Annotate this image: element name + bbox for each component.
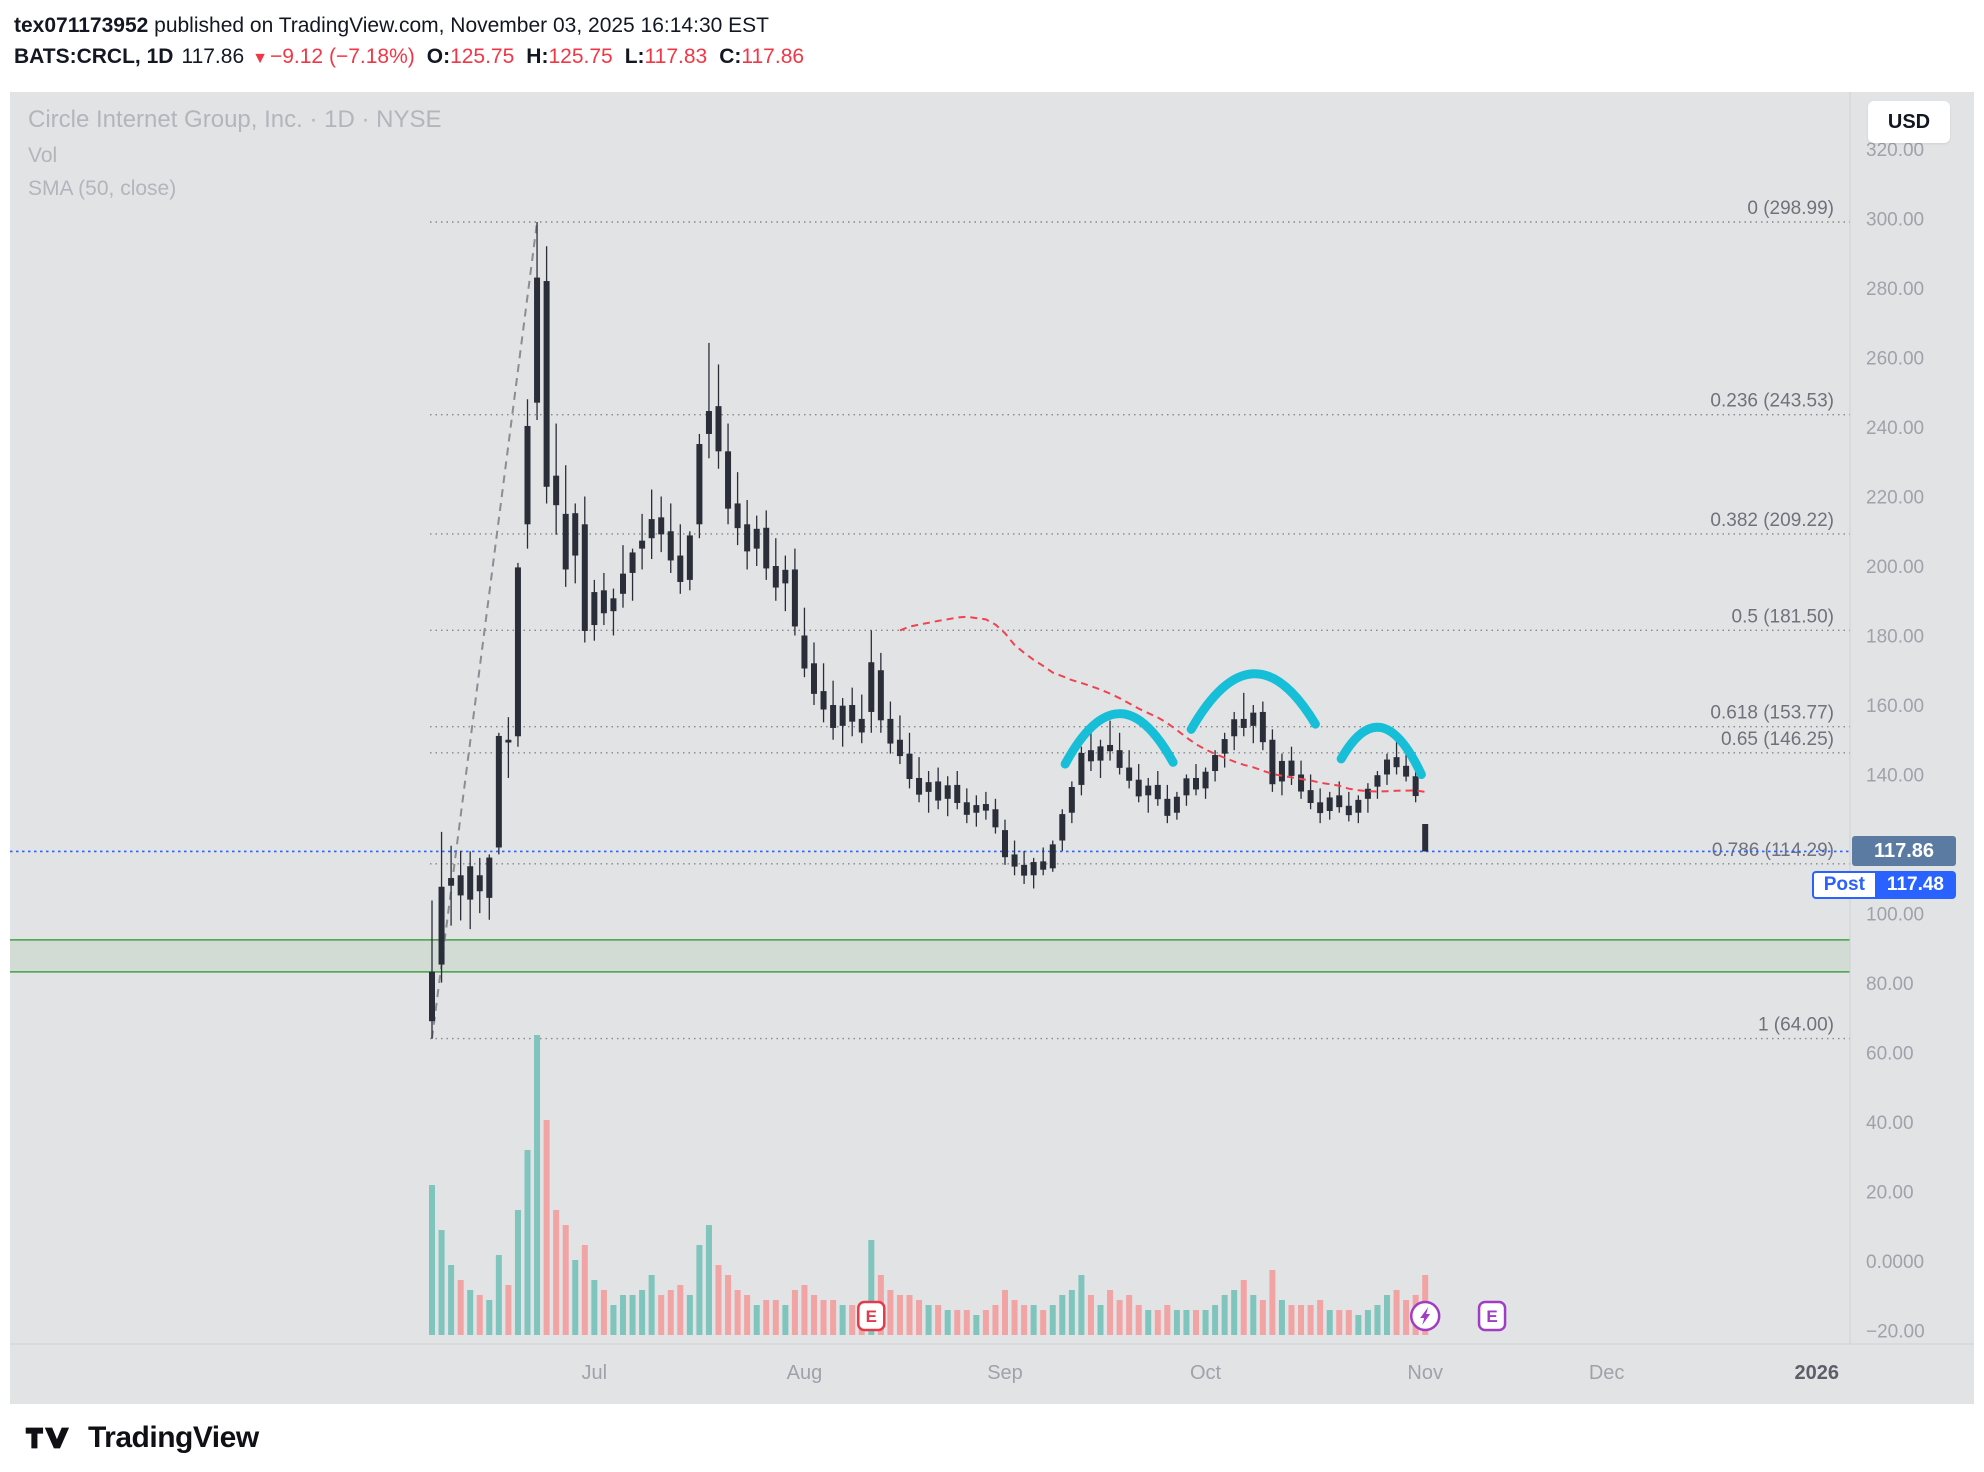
svg-text:60.00: 60.00	[1866, 1044, 1914, 1065]
svg-text:−20.00: −20.00	[1866, 1322, 1925, 1343]
sma-50-line	[899, 615, 1426, 793]
post-price-badge: Post 117.48	[1811, 871, 1956, 899]
svg-text:2026: 2026	[1795, 1362, 1840, 1384]
chart-area: 0 (298.99) 0.236 (243.53) 0.382 (209.22) 0.…	[10, 92, 1974, 1404]
candles-layer	[429, 222, 1429, 1039]
low-label: L:	[624, 45, 645, 68]
publish-line: tex071173952 published on TradingView.co…	[14, 10, 1984, 41]
fib-retracement[interactable]: 0 (298.99) 0.236 (243.53) 0.382 (209.22) 0.…	[430, 198, 1850, 1040]
currency-button[interactable]: USD	[1868, 101, 1950, 143]
svg-text:20.00: 20.00	[1866, 1183, 1914, 1204]
low-value: 117.83	[644, 45, 708, 68]
high-label: H:	[526, 45, 549, 68]
last-price-badge: 117.86	[1852, 836, 1956, 866]
svg-text:0.786 (114.29): 0.786 (114.29)	[1712, 840, 1834, 861]
svg-text:Jul: Jul	[582, 1362, 608, 1384]
svg-text:Oct: Oct	[1190, 1362, 1222, 1384]
high-value: 125.75	[548, 45, 613, 68]
close-value: 117.86	[741, 45, 805, 68]
volume-layer	[429, 1035, 1429, 1335]
chart-canvas[interactable]: 0 (298.99) 0.236 (243.53) 0.382 (209.22) 0.…	[10, 92, 1974, 1404]
footer-brand: TradingView	[88, 1421, 259, 1454]
svg-text:280.00: 280.00	[1866, 279, 1924, 300]
svg-text:0.0000: 0.0000	[1866, 1252, 1924, 1273]
footer: TradingView	[0, 1404, 1984, 1472]
symbol-line: BATS:CRCL, 1D 117.86 ▼−9.12 (−7.18%) O:125.…	[14, 41, 1984, 74]
svg-text:0.382 (209.22): 0.382 (209.22)	[1710, 510, 1834, 531]
post-value: 117.48	[1874, 871, 1956, 899]
tradingview-logo-icon	[25, 1427, 70, 1449]
green-band	[10, 939, 1850, 973]
open-label: O:	[426, 45, 451, 68]
svg-text:Nov: Nov	[1407, 1362, 1443, 1384]
svg-text:100.00: 100.00	[1866, 905, 1924, 926]
price-change: −9.12 (−7.18%)	[269, 45, 415, 68]
svg-text:180.00: 180.00	[1866, 627, 1924, 648]
lightning-event-icon[interactable]	[1409, 1300, 1441, 1332]
svg-text:0.65 (146.25): 0.65 (146.25)	[1721, 729, 1834, 750]
svg-text:Sep: Sep	[987, 1362, 1023, 1384]
svg-text:140.00: 140.00	[1866, 766, 1924, 787]
svg-text:160.00: 160.00	[1866, 696, 1924, 717]
svg-text:Aug: Aug	[787, 1362, 823, 1384]
header: tex071173952 published on TradingView.co…	[0, 0, 1984, 92]
svg-text:260.00: 260.00	[1866, 349, 1924, 370]
svg-text:200.00: 200.00	[1866, 557, 1924, 578]
svg-text:240.00: 240.00	[1866, 418, 1924, 439]
svg-text:0.5 (181.50): 0.5 (181.50)	[1732, 606, 1834, 627]
svg-text:80.00: 80.00	[1866, 974, 1914, 995]
cyan-arc[interactable]	[1060, 709, 1178, 769]
svg-text:E: E	[1486, 1307, 1497, 1326]
earnings-icon[interactable]: E	[1477, 1300, 1507, 1332]
last-price: 117.86	[181, 45, 245, 68]
svg-text:0.236 (243.53): 0.236 (243.53)	[1710, 391, 1834, 412]
svg-text:300.00: 300.00	[1866, 210, 1924, 231]
cyan-arc[interactable]	[1336, 722, 1426, 779]
svg-text:40.00: 40.00	[1866, 1113, 1914, 1134]
cyan-arc[interactable]	[1186, 669, 1320, 734]
username: tex071173952	[14, 14, 149, 37]
svg-text:320.00: 320.00	[1866, 140, 1924, 161]
open-value: 125.75	[450, 45, 515, 68]
trend-line[interactable]	[431, 221, 539, 1039]
svg-text:E: E	[866, 1307, 877, 1326]
time-axis[interactable]: Jul Aug Sep Oct Nov Dec 2026	[582, 1362, 1839, 1384]
svg-text:0 (298.99): 0 (298.99)	[1747, 198, 1834, 219]
publish-text: published on TradingView.com, November 0…	[148, 14, 769, 37]
symbol-interval: BATS:CRCL, 1D	[14, 45, 174, 68]
post-label: Post	[1811, 871, 1875, 899]
down-triangle-icon: ▼	[252, 50, 268, 67]
close-label: C:	[719, 45, 742, 68]
svg-text:0.618 (153.77): 0.618 (153.77)	[1710, 703, 1834, 724]
earnings-icon[interactable]: E	[857, 1300, 886, 1332]
svg-text:220.00: 220.00	[1866, 488, 1924, 509]
price-axis[interactable]: 320.00 300.00 280.00 260.00 240.00 220.00 200.…	[1866, 140, 1925, 1343]
svg-text:Dec: Dec	[1589, 1362, 1625, 1384]
svg-text:1 (64.00): 1 (64.00)	[1758, 1015, 1834, 1036]
